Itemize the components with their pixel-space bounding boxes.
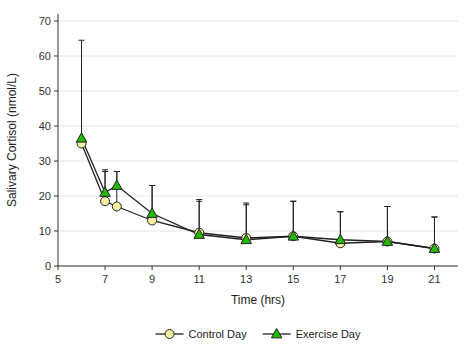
error-cap — [114, 171, 120, 172]
y-tick — [54, 21, 58, 22]
series-line — [82, 138, 435, 248]
grid-line — [58, 21, 458, 22]
error-cap — [79, 40, 85, 41]
x-tick-label: 21 — [428, 273, 440, 285]
error-cap — [290, 201, 296, 202]
x-tick — [105, 266, 106, 270]
x-tick — [293, 266, 294, 270]
y-tick-label: 20 — [39, 190, 51, 202]
grid-line — [58, 231, 458, 232]
x-tick — [434, 266, 435, 270]
legend-item: Control Day — [156, 328, 248, 340]
point — [100, 187, 110, 196]
legend-item: Exercise Day — [263, 328, 361, 340]
point — [241, 234, 251, 243]
grid-line — [58, 56, 458, 57]
x-tick — [246, 266, 247, 270]
error-cap — [431, 217, 437, 218]
error-cap — [243, 203, 249, 204]
legend-label: Exercise Day — [296, 328, 361, 340]
error-cap — [337, 211, 343, 212]
error-cap — [290, 201, 296, 202]
y-tick — [54, 161, 58, 162]
point — [430, 244, 439, 253]
point — [382, 236, 392, 245]
y-tick — [54, 91, 58, 92]
series-line — [82, 144, 435, 249]
y-axis — [58, 14, 59, 266]
y-tick — [54, 56, 58, 57]
x-tick-label: 7 — [102, 273, 108, 285]
x-tick-label: 19 — [381, 273, 393, 285]
grid-line — [58, 196, 458, 197]
error-stem — [81, 40, 82, 138]
y-tick — [54, 196, 58, 197]
x-tick-label: 13 — [240, 273, 252, 285]
x-tick-label: 9 — [149, 273, 155, 285]
legend-marker — [271, 329, 281, 338]
point — [112, 180, 122, 189]
error-cap — [196, 199, 202, 200]
y-tick-label: 40 — [39, 120, 51, 132]
x-tick — [199, 266, 200, 270]
x-tick-label: 11 — [193, 273, 204, 285]
y-tick-label: 0 — [45, 260, 51, 272]
x-tick — [58, 266, 59, 270]
grid-line — [58, 126, 458, 127]
x-tick-label: 17 — [334, 273, 346, 285]
error-cap — [149, 185, 155, 186]
point — [289, 232, 298, 241]
y-tick-label: 10 — [39, 225, 51, 237]
x-tick — [340, 266, 341, 270]
y-tick-label: 70 — [39, 15, 51, 27]
point — [429, 243, 439, 252]
point — [101, 197, 110, 206]
y-tick — [54, 231, 58, 232]
grid-line — [58, 266, 458, 267]
y-tick — [54, 266, 58, 267]
point — [335, 234, 345, 243]
legend-label: Control Day — [189, 328, 248, 340]
x-tick — [152, 266, 153, 270]
point — [194, 229, 204, 238]
error-cap — [149, 185, 155, 186]
legend: Control Day Exercise Day — [156, 328, 361, 340]
y-tick-label: 50 — [39, 85, 51, 97]
error-bar — [79, 40, 85, 138]
grid-line — [58, 91, 458, 92]
grid-line — [58, 161, 458, 162]
error-cap — [384, 206, 390, 207]
point — [76, 133, 86, 142]
legend-marker — [165, 330, 174, 339]
plot-area — [76, 40, 439, 253]
y-axis-label: Salivary Cortisol (nmol/L) — [5, 73, 19, 207]
point — [112, 202, 121, 211]
error-cap — [102, 171, 108, 172]
y-tick-label: 30 — [39, 155, 51, 167]
x-tick-label: 5 — [55, 273, 61, 285]
y-tick — [54, 126, 58, 127]
error-cap — [384, 206, 390, 207]
error-cap — [114, 171, 120, 172]
error-cap — [337, 211, 343, 212]
error-cap — [431, 217, 437, 218]
point — [147, 208, 157, 217]
x-tick — [387, 266, 388, 270]
x-axis — [58, 266, 458, 267]
point — [383, 237, 392, 246]
y-tick-label: 60 — [39, 50, 51, 62]
error-cap — [243, 204, 249, 205]
x-tick-label: 15 — [287, 273, 299, 285]
chart: 0 10 20 30 40 50 60 70 5 7 9 11 13 15 17 19 21 Time (hrs)… — [0, 0, 474, 350]
x-axis-label: Time (hrs) — [231, 293, 285, 307]
error-cap — [102, 169, 108, 170]
point — [288, 231, 298, 240]
